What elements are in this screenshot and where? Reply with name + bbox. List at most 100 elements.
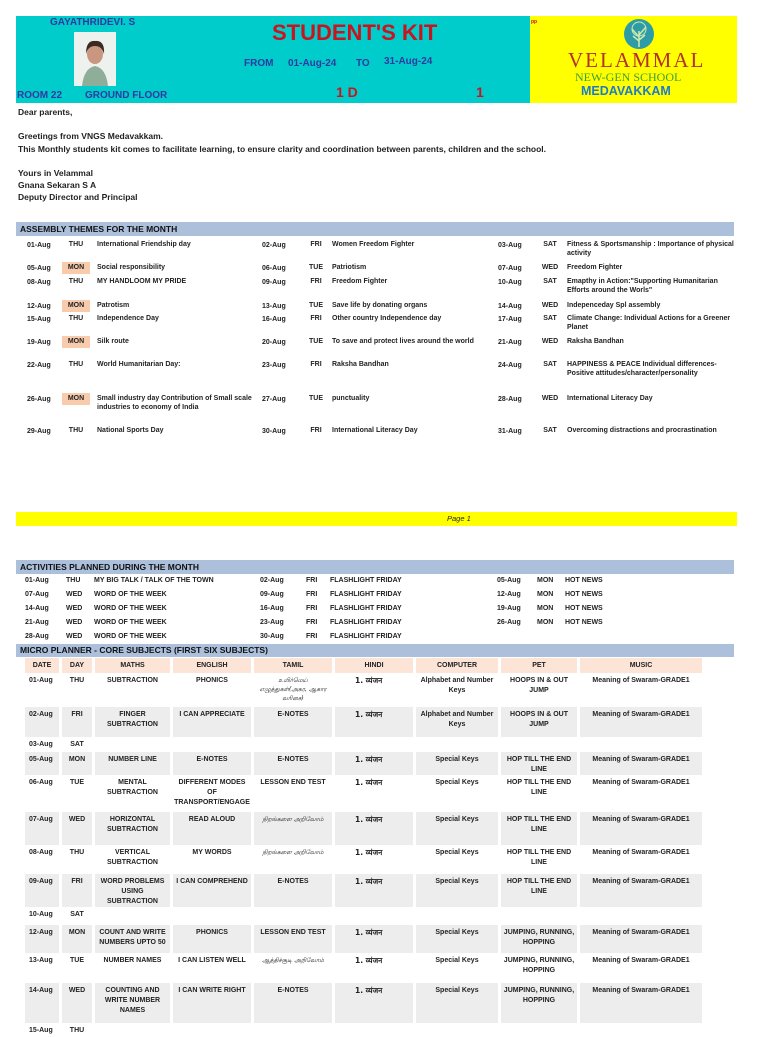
cell-english: DIFFERENT MODES OF TRANSPORT/ENGAGE xyxy=(174,779,250,806)
cell-music xyxy=(580,1023,702,1037)
activity-date: 19-Aug xyxy=(497,605,521,612)
table-row: 10-Aug SAT xyxy=(25,907,702,925)
activity-name: WORD OF THE WEEK xyxy=(94,591,167,598)
cell-pet xyxy=(501,737,577,752)
logo-line1: VELAMMAL xyxy=(568,48,706,72)
table-row: 05-Aug MON NUMBER LINE E-NOTES E-NOTES 1. व्य… xyxy=(25,752,702,775)
assembly-day: FRI xyxy=(310,315,322,322)
planner-section-header: MICRO PLANNER - CORE SUBJECTS (FIRST SIX… xyxy=(16,644,734,657)
cell-maths: WORD PROBLEMS USING SUBTRACTION xyxy=(95,874,170,907)
assembly-date: 27-Aug xyxy=(262,396,286,403)
assembly-date: 19-Aug xyxy=(27,339,51,346)
cell-day: MON xyxy=(62,925,92,953)
table-row: 02-Aug FRI FINGER SUBTRACTION I CAN APPRECI… xyxy=(25,707,702,737)
cell-maths: NUMBER LINE xyxy=(95,752,170,775)
assembly-theme: Patrotism xyxy=(97,302,130,309)
column-header-tamil: TAMIL xyxy=(254,658,332,673)
cell-computer: Special Keys xyxy=(435,849,479,856)
cell-english: I CAN APPRECIATE xyxy=(173,707,251,737)
logo-line3: MEDAVAKKAM xyxy=(581,84,671,98)
from-date: 01-Aug-24 xyxy=(288,58,337,69)
cell-hindi xyxy=(335,1023,413,1037)
cell-day: SAT xyxy=(70,911,84,918)
activity-name: HOT NEWS xyxy=(565,577,603,584)
cell-hindi: 1. व्यंजन xyxy=(335,983,413,1023)
table-row: 01-Aug THU SUBTRACTION PHONICS உயிர்மெய் எழு… xyxy=(25,673,702,707)
assembly-date: 15-Aug xyxy=(27,316,51,323)
assembly-theme: International Literacy Day xyxy=(567,395,653,402)
cell-pet: HOOPS IN & OUT JUMP xyxy=(501,707,577,737)
cell-tamil: E-NOTES xyxy=(254,874,332,907)
cell-maths xyxy=(95,1023,170,1037)
assembly-date: 28-Aug xyxy=(498,396,522,403)
activity-day: MON xyxy=(537,619,554,626)
assembly-date: 06-Aug xyxy=(262,265,286,272)
assembly-date: 09-Aug xyxy=(262,279,286,286)
cell-computer: Alphabet and Number Keys xyxy=(416,707,498,737)
to-label: TO xyxy=(356,58,370,69)
assembly-theme: Other country Independence day xyxy=(332,315,442,322)
room-number: ROOM 22 xyxy=(17,90,63,101)
cell-hindi: 1. व्यंजन xyxy=(355,778,383,787)
activity-day: FRI xyxy=(306,605,318,612)
assembly-theme: Raksha Bandhan xyxy=(567,338,624,345)
column-header-music: MUSIC xyxy=(580,658,702,673)
page-footer-bar: Page 1 xyxy=(16,512,737,526)
table-row: 14-Aug WED COUNTING AND WRITE NUMBER NAMES… xyxy=(25,983,702,1023)
assembly-theme: Independence Day xyxy=(97,315,159,322)
activity-name: WORD OF THE WEEK xyxy=(94,619,167,626)
cell-music: Meaning of Swaram-GRADE1 xyxy=(592,779,690,786)
assembly-day: TUE xyxy=(309,395,323,402)
assembly-date: 08-Aug xyxy=(27,279,51,286)
assembly-day: THU xyxy=(68,427,84,434)
cell-day: FRI xyxy=(62,874,92,907)
assembly-theme: National Sports Day xyxy=(97,427,164,434)
assembly-theme: Raksha Bandhan xyxy=(332,361,389,368)
cell-date: 14-Aug xyxy=(25,983,59,1023)
assembly-date: 05-Aug xyxy=(27,265,51,272)
cell-english xyxy=(173,907,251,925)
cell-music: Meaning of Swaram-GRADE1 xyxy=(580,752,702,775)
cell-computer: Special Keys xyxy=(416,874,498,907)
table-row: 13-Aug TUE NUMBER NAMES I CAN LISTEN WELL ஆத… xyxy=(25,953,702,983)
cell-pet: JUMPING, RUNNING, HOPPING xyxy=(503,957,575,974)
assembly-date: 07-Aug xyxy=(498,265,522,272)
cell-tamil: LESSON END TEST xyxy=(254,925,332,953)
cell-computer: Special Keys xyxy=(416,925,498,953)
assembly-theme: Freedom Fighter xyxy=(332,278,388,285)
cell-day: SAT xyxy=(70,741,84,748)
activity-date: 05-Aug xyxy=(497,577,521,584)
assembly-theme: Small industry day Contribution of Small… xyxy=(97,395,252,411)
cell-computer xyxy=(416,737,498,752)
cell-maths: FINGER SUBTRACTION xyxy=(95,707,170,737)
cell-maths xyxy=(95,907,170,925)
cell-date: 13-Aug xyxy=(29,957,53,964)
column-header-hindi: HINDI xyxy=(335,658,413,673)
table-row: 03-Aug SAT xyxy=(25,737,702,752)
assembly-day: FRI xyxy=(310,241,322,248)
cell-tamil: ஆத்திச்சூடி அறிவோம் xyxy=(262,957,324,964)
activity-day: FRI xyxy=(306,577,318,584)
assembly-theme: World Humanitarian Day: xyxy=(97,361,181,368)
assembly-day: FRI xyxy=(310,427,322,434)
assembly-theme: Patriotism xyxy=(332,264,367,271)
cell-date: 12-Aug xyxy=(25,925,59,953)
cell-computer: Special Keys xyxy=(416,752,498,775)
cell-hindi: 1. व्यंजन xyxy=(355,956,383,965)
cell-day: TUE xyxy=(70,957,84,964)
cell-computer: Special Keys xyxy=(435,779,479,786)
activity-date: 26-Aug xyxy=(497,619,521,626)
assembly-date: 24-Aug xyxy=(498,362,522,369)
corner-mark: pp xyxy=(531,19,538,25)
letter-signatory: Gnana Sekaran S A xyxy=(18,180,97,190)
micro-planner-table: DATE DAY MATHS ENGLISH TAMIL HINDI COMPUTER PET… xyxy=(22,658,705,1037)
cell-maths: SUBTRACTION xyxy=(107,677,158,684)
activity-day: THU xyxy=(66,577,81,584)
cell-music: Meaning of Swaram-GRADE1 xyxy=(592,677,690,684)
column-header-english: ENGLISH xyxy=(173,658,251,673)
cell-music: Meaning of Swaram-GRADE1 xyxy=(580,812,702,845)
assembly-section-header: ASSEMBLY THEMES FOR THE MONTH xyxy=(16,222,734,236)
cell-day: THU xyxy=(69,849,85,856)
cell-maths: VERTICAL SUBTRACTION xyxy=(107,849,158,866)
cell-pet xyxy=(501,1023,577,1037)
